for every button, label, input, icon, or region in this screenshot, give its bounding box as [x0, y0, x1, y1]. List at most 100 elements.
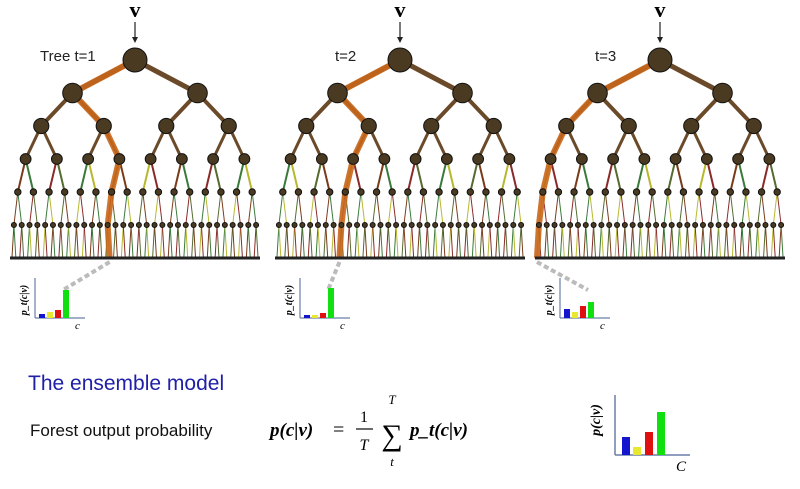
tree-node — [207, 153, 220, 165]
tree-node — [34, 222, 41, 228]
tree-edge — [770, 224, 774, 259]
input-label: v — [130, 0, 141, 22]
tree-edge — [122, 191, 128, 226]
tree-edge — [52, 224, 56, 259]
tree-node — [695, 188, 703, 196]
hist-bar — [47, 312, 53, 318]
tree-edge — [126, 191, 132, 226]
tree-node — [726, 188, 735, 196]
tree-node — [723, 222, 730, 228]
tree-edge — [42, 224, 46, 259]
x-label: C — [676, 459, 687, 475]
hist-y-label: p_t(c|v) — [284, 285, 295, 317]
tree-node — [778, 222, 785, 228]
tree-edge — [682, 191, 688, 226]
tree-edge — [114, 224, 118, 259]
tree-edge — [679, 191, 684, 226]
tree-edge — [442, 224, 446, 259]
tree-edge — [68, 224, 72, 259]
tree-node — [598, 222, 605, 228]
tree-node — [128, 222, 135, 228]
tree-node — [10, 222, 17, 228]
tree-edge — [471, 224, 475, 259]
tree-node — [361, 222, 368, 228]
tree-node — [535, 222, 542, 228]
tree-edge — [495, 224, 499, 259]
tree-node — [554, 188, 563, 196]
tree-edge — [64, 191, 70, 226]
tree-node — [310, 188, 318, 196]
tree-node — [472, 153, 485, 165]
tree-node — [539, 188, 547, 196]
tree-edge — [761, 191, 766, 226]
tree-node — [113, 153, 126, 165]
hist-bar — [55, 310, 61, 318]
tree-edge — [372, 191, 378, 226]
tree-node — [95, 117, 112, 135]
tree-node — [330, 222, 337, 228]
tree-edge — [677, 224, 681, 259]
tree-node — [742, 188, 750, 196]
tree-node — [65, 222, 72, 228]
tree-edge — [379, 224, 383, 259]
tree-edge — [616, 191, 622, 226]
tree-node — [712, 82, 733, 104]
tree-node — [676, 222, 683, 228]
tree-node — [746, 222, 753, 228]
tree-edge — [185, 191, 191, 226]
hist-bar — [564, 309, 570, 318]
tree-node — [33, 117, 50, 135]
tree-node — [248, 188, 256, 196]
tree-node — [60, 188, 69, 196]
tree-node — [393, 222, 400, 228]
tree-edge — [152, 224, 156, 259]
tree-edge — [454, 191, 460, 226]
tree-edge — [620, 191, 626, 226]
tree-edge — [142, 191, 148, 226]
tree-node — [497, 188, 506, 196]
tree-edge — [301, 224, 305, 259]
tree-edge — [577, 224, 581, 259]
tree-edge — [463, 224, 467, 259]
tree-node — [669, 153, 682, 165]
tree-edge — [593, 224, 597, 259]
tree-edge — [518, 224, 522, 259]
tree-edge — [485, 191, 491, 226]
tree-node — [122, 47, 148, 73]
bar — [633, 447, 641, 455]
leaf-arrow — [61, 260, 111, 292]
tree-node — [664, 188, 672, 196]
tree-edge — [585, 191, 591, 226]
formula-equals: = — [333, 419, 344, 441]
tree-node — [214, 222, 221, 228]
tree-node — [89, 222, 96, 228]
tree-edge — [733, 224, 737, 259]
tree-node — [185, 188, 194, 196]
tree-edge — [44, 191, 50, 226]
tree-edge — [73, 224, 77, 259]
tree-node — [607, 153, 620, 165]
tree-edge — [297, 191, 303, 226]
tree-node — [49, 222, 56, 228]
tree-node — [357, 188, 365, 196]
tree-node — [582, 222, 589, 228]
tree-edge — [772, 224, 776, 259]
tree-edge — [214, 224, 218, 259]
tree-node — [187, 82, 208, 104]
tree-node — [347, 153, 360, 165]
tree-node — [773, 188, 781, 196]
tree-node — [14, 188, 22, 196]
tree-node — [291, 222, 298, 228]
tree-edge — [278, 224, 282, 259]
tree-edge — [552, 224, 556, 259]
tree-node — [18, 222, 25, 228]
tree-edge — [516, 191, 522, 226]
tree-edge — [417, 224, 421, 259]
tree-node — [299, 222, 306, 228]
tree-node — [283, 222, 290, 228]
tree-edge — [622, 224, 626, 259]
hist-y-label: p_t(c|v) — [544, 285, 555, 317]
tree-edge — [146, 224, 150, 259]
tree-edge — [323, 224, 327, 259]
tree-node — [206, 222, 213, 228]
